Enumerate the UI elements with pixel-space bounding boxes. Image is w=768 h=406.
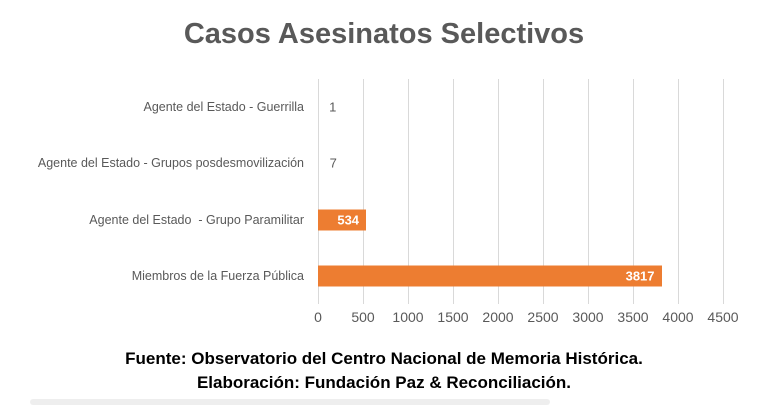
chart-title: Casos Asesinatos Selectivos bbox=[183, 18, 585, 50]
footer-source-line: Fuente: Observatorio del Centro Nacional… bbox=[125, 349, 643, 368]
bar-value-label: 534 bbox=[337, 212, 360, 228]
gridline bbox=[723, 79, 724, 304]
bar-value-label: 7 bbox=[329, 155, 337, 171]
category-label: Agente del Estado - Guerrilla bbox=[143, 100, 304, 115]
x-tick-label: 500 bbox=[351, 309, 375, 325]
gridline bbox=[633, 79, 634, 304]
x-tick-label: 3000 bbox=[572, 309, 604, 325]
x-tick-label: 1500 bbox=[437, 309, 469, 325]
gridline bbox=[453, 79, 454, 304]
x-tick-label: 1000 bbox=[392, 309, 424, 325]
gridline bbox=[678, 79, 679, 304]
gridline bbox=[543, 79, 544, 304]
bar bbox=[318, 209, 367, 231]
gridline bbox=[408, 79, 409, 304]
x-tick-label: 0 bbox=[314, 309, 322, 325]
gridline bbox=[498, 79, 499, 304]
gridline bbox=[588, 79, 589, 304]
bar bbox=[318, 265, 662, 287]
gridline bbox=[318, 79, 319, 304]
x-tick-label: 4500 bbox=[707, 309, 739, 325]
x-tick-label: 4000 bbox=[662, 309, 694, 325]
x-tick-label: 3500 bbox=[617, 309, 649, 325]
bar-value-label: 3817 bbox=[625, 268, 655, 284]
category-label: Agente del Estado - Grupos posdesmoviliz… bbox=[37, 156, 304, 171]
category-label: Agente del Estado - Grupo Paramilitar bbox=[89, 212, 304, 227]
gridline bbox=[363, 79, 364, 304]
bottom-edge-artifact bbox=[30, 399, 550, 405]
x-tick-label: 2500 bbox=[527, 309, 559, 325]
x-tick-label: 2000 bbox=[482, 309, 514, 325]
footer-elaboration-line: Elaboración: Fundación Paz & Reconciliac… bbox=[196, 373, 572, 392]
chart-footer: Fuente: Observatorio del Centro Nacional… bbox=[0, 347, 768, 395]
bar-value-label: 1 bbox=[329, 99, 337, 115]
category-label: Miembros de la Fuerza Pública bbox=[131, 268, 304, 283]
